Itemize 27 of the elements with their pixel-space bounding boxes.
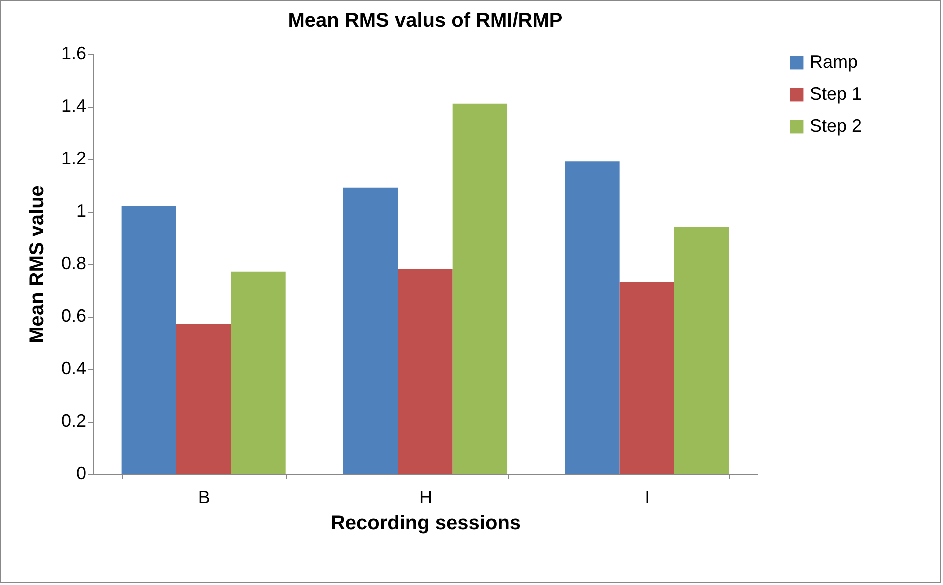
y-tick-label: 0.8 [61,254,86,274]
bar [176,324,232,474]
y-tick-label: 0.2 [61,411,86,431]
bar [122,206,176,474]
y-axis-title: Mean RMS value [26,186,48,344]
bar [231,272,286,474]
x-tick-label: H [420,488,432,508]
legend-label: Step 2 [810,116,862,136]
y-tick-label: 1.2 [61,148,86,168]
y-tick-label: 0.6 [61,306,86,326]
bar [343,188,398,474]
chart-title: Mean RMS valus of RMI/RMP [288,10,563,32]
x-tick-label: B [198,488,210,508]
legend-label: Ramp [810,52,858,72]
bar [452,104,508,474]
y-tick-label: 0 [76,464,86,484]
bar [398,269,453,474]
y-tick-label: 1.6 [61,44,86,64]
bar [620,282,675,474]
bar [674,227,730,474]
legend-label: Step 1 [810,84,862,104]
y-tick-label: 1.4 [61,96,86,116]
x-tick-label: I [645,488,650,508]
x-axis-title: Recording sessions [330,512,522,534]
y-tick-label: 0.4 [61,358,86,378]
bar [565,162,620,474]
y-tick-label: 1 [76,201,86,221]
